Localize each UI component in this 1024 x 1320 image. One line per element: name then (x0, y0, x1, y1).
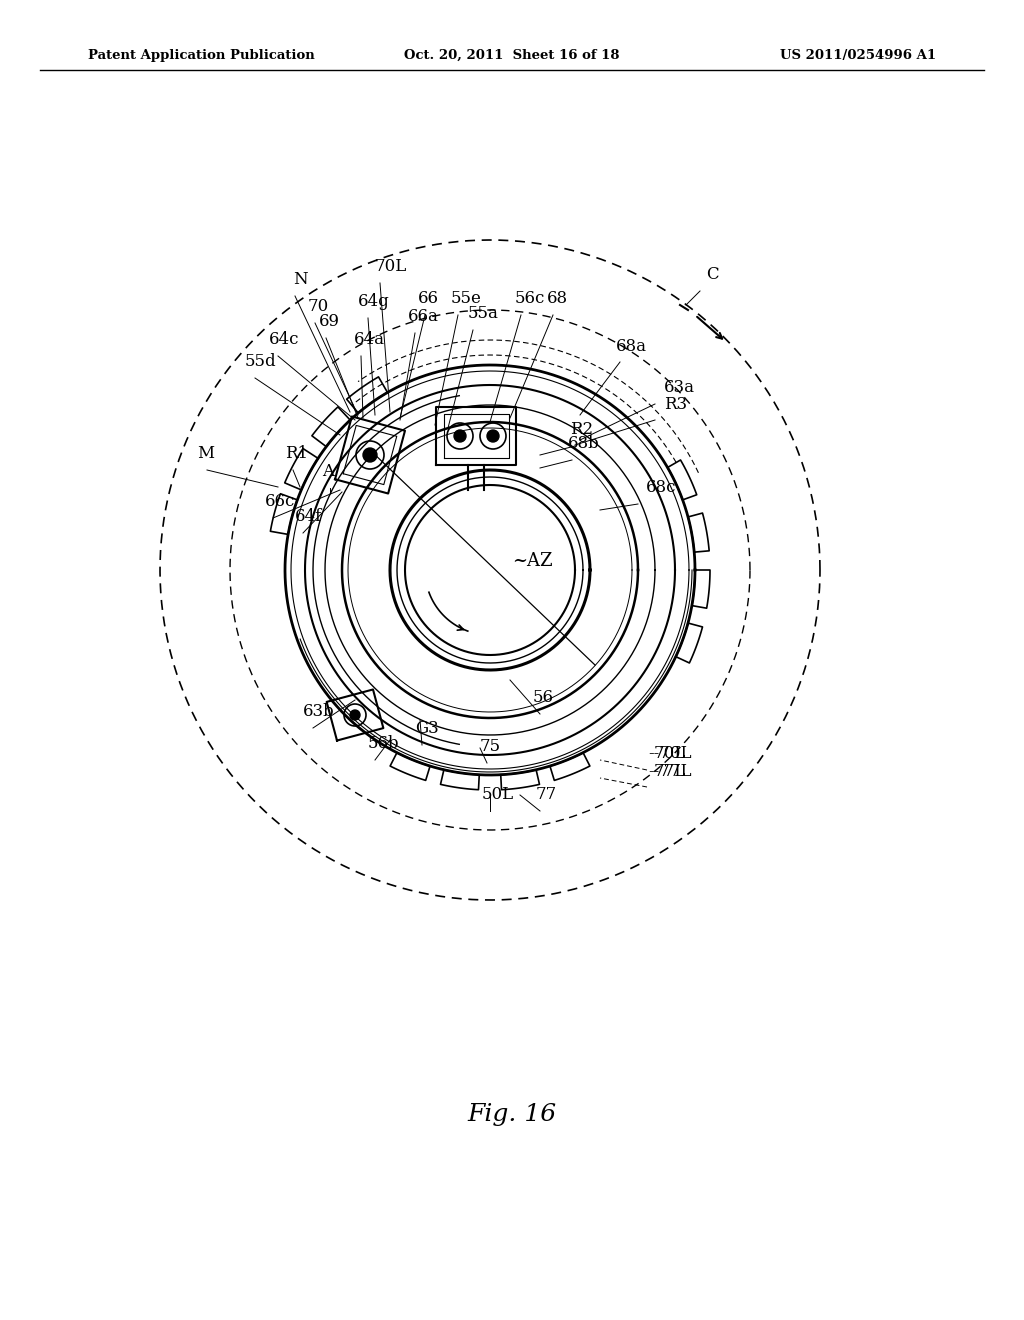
Text: 63b: 63b (303, 704, 335, 719)
Text: 55a: 55a (468, 305, 499, 322)
Text: 64g: 64g (358, 293, 390, 310)
Text: 77L: 77L (654, 763, 686, 780)
Text: G3: G3 (415, 719, 438, 737)
Text: 63a: 63a (664, 379, 695, 396)
Text: 56b: 56b (368, 735, 399, 752)
Text: R2: R2 (570, 421, 593, 438)
Circle shape (487, 430, 499, 442)
Text: N: N (293, 271, 307, 288)
Text: 70L: 70L (375, 257, 408, 275)
Text: 55e: 55e (451, 290, 482, 308)
Text: Oct. 20, 2011  Sheet 16 of 18: Oct. 20, 2011 Sheet 16 of 18 (404, 49, 620, 62)
Text: A: A (322, 463, 334, 480)
Text: 70: 70 (308, 298, 330, 315)
Text: 66a: 66a (408, 308, 439, 325)
Text: 64f: 64f (295, 508, 323, 525)
Text: 77: 77 (536, 785, 557, 803)
Text: M: M (197, 445, 214, 462)
Text: R1: R1 (285, 445, 308, 462)
Text: US 2011/0254996 A1: US 2011/0254996 A1 (780, 49, 936, 62)
Text: 66c: 66c (265, 492, 295, 510)
Text: R3: R3 (664, 396, 687, 413)
Text: 50L: 50L (482, 785, 514, 803)
Text: 56c: 56c (515, 290, 546, 308)
Text: Patent Application Publication: Patent Application Publication (88, 49, 314, 62)
Text: --70L: --70L (648, 744, 691, 762)
Text: 70L: 70L (654, 744, 686, 762)
Circle shape (350, 710, 360, 719)
Text: 75: 75 (480, 738, 501, 755)
Text: Fig. 16: Fig. 16 (467, 1104, 557, 1126)
Text: 68a: 68a (616, 338, 647, 355)
Text: 68b: 68b (568, 436, 600, 451)
Circle shape (362, 447, 377, 462)
Text: ~AZ: ~AZ (512, 552, 553, 570)
Text: 56: 56 (534, 689, 554, 706)
Text: 55d: 55d (245, 352, 276, 370)
Text: --77L: --77L (648, 763, 691, 780)
Text: C: C (706, 267, 719, 282)
Circle shape (454, 430, 466, 442)
Text: 68c: 68c (646, 479, 677, 496)
Text: 66: 66 (418, 290, 439, 308)
Text: 69: 69 (319, 313, 340, 330)
Text: 64a: 64a (354, 331, 385, 348)
Text: 64c: 64c (269, 331, 299, 348)
Text: 68: 68 (547, 290, 568, 308)
